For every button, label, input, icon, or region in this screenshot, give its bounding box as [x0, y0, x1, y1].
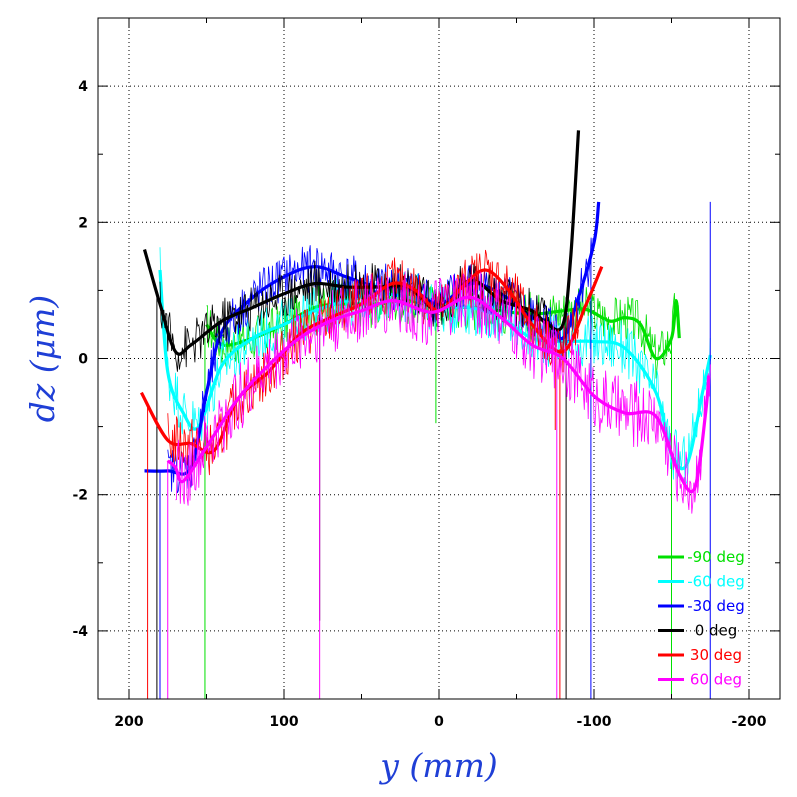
- series-60-deg: [166, 271, 711, 699]
- raw-trace: [175, 271, 711, 514]
- y-tick-label: -4: [72, 624, 88, 640]
- legend: -90 deg -60 deg -30 deg 0 deg 30 deg 60 deg: [658, 548, 745, 689]
- legend-item: -90 deg: [658, 548, 745, 566]
- legend-label: 60 deg: [690, 671, 742, 689]
- smooth-trace: [139, 265, 604, 455]
- series--30-deg: [144, 201, 711, 699]
- x-tick-label: -200: [731, 714, 766, 730]
- raw-trace: [159, 247, 711, 487]
- legend-item: -30 deg: [658, 597, 745, 615]
- x-tick-label: 200: [114, 714, 143, 730]
- x-axis-label: y (mm): [378, 746, 497, 785]
- x-tick-label: 100: [269, 714, 298, 730]
- series-30-deg: [139, 249, 604, 699]
- axis-ticks: [98, 17, 780, 700]
- tick-labels: 200 100 0 -100 -200 -4 -2 0 2 4: [72, 79, 766, 730]
- y-axis-label: dz (μm): [23, 295, 62, 423]
- legend-label: -30 deg: [687, 597, 745, 615]
- y-tick-label: 2: [78, 215, 88, 231]
- series-0-deg: [142, 130, 581, 699]
- smooth-trace: [142, 130, 581, 356]
- y-tick-label: 0: [78, 352, 88, 368]
- legend-label: -90 deg: [687, 548, 745, 566]
- smooth-trace: [166, 295, 711, 494]
- legend-item: 60 deg: [658, 671, 742, 689]
- legend-label: 30 deg: [690, 646, 742, 664]
- legend-label: -60 deg: [687, 573, 745, 591]
- legend-item: -60 deg: [658, 573, 745, 591]
- y-tick-label: 4: [78, 79, 88, 95]
- legend-item: 30 deg: [658, 646, 742, 664]
- y-tick-label: -2: [72, 488, 88, 504]
- legend-label: 0 deg: [695, 622, 738, 640]
- x-tick-label: -100: [576, 714, 611, 730]
- data-traces: [139, 130, 712, 699]
- raw-trace: [167, 237, 595, 494]
- legend-item: 0 deg: [658, 622, 737, 640]
- x-tick-label: 0: [434, 714, 444, 730]
